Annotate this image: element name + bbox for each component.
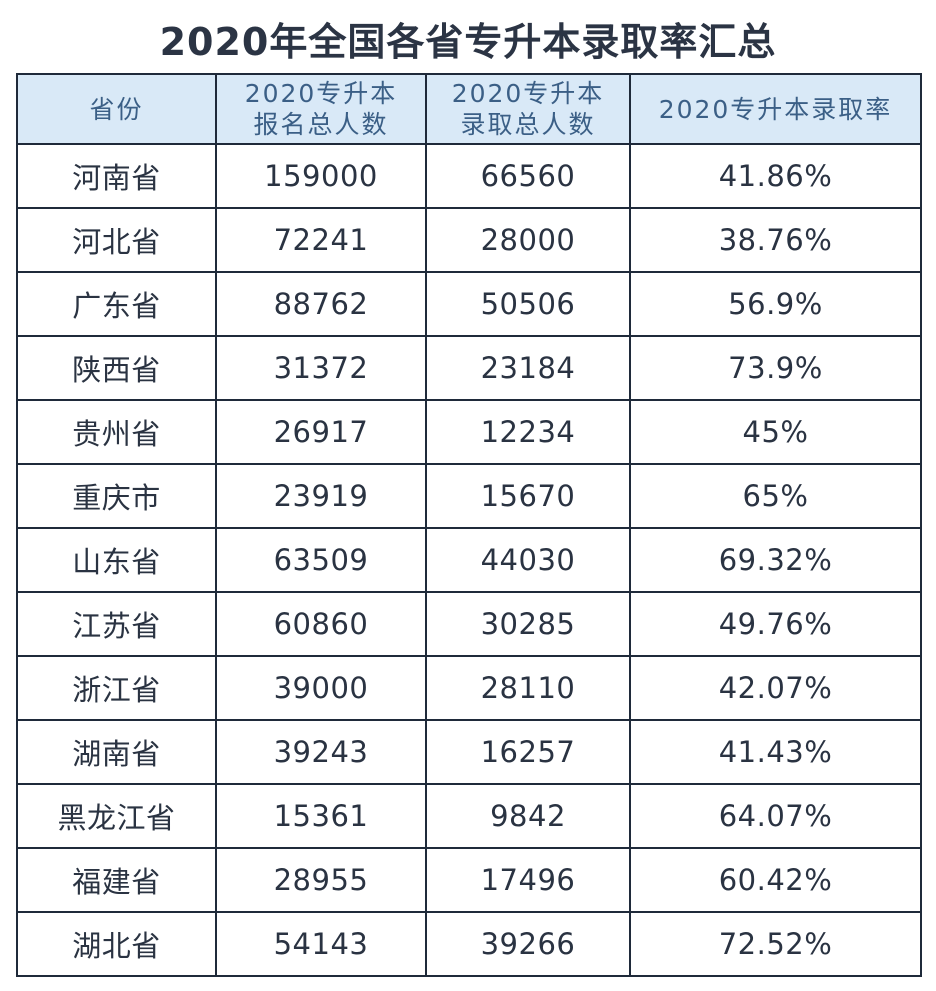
cell-province: 黑龙江省 [16, 783, 217, 849]
table-row: 贵州省 26917 12234 45% [16, 399, 922, 465]
cell-rate: 60.42% [629, 847, 922, 913]
table-header-row: 省份 2020专升本报名总人数 2020专升本录取总人数 2020专升本录取率 [16, 73, 922, 145]
cell-rate: 41.43% [629, 719, 922, 785]
header-admission-rate: 2020专升本录取率 [629, 73, 922, 145]
table-row: 浙江省 39000 28110 42.07% [16, 655, 922, 721]
cell-province: 浙江省 [16, 655, 217, 721]
table-row: 陕西省 31372 23184 73.9% [16, 335, 922, 401]
cell-province: 重庆市 [16, 463, 217, 529]
cell-rate: 73.9% [629, 335, 922, 401]
table-row: 湖南省 39243 16257 41.43% [16, 719, 922, 785]
cell-province: 河南省 [16, 143, 217, 209]
table-row: 黑龙江省 15361 9842 64.07% [16, 783, 922, 849]
header-applicants: 2020专升本报名总人数 [215, 73, 427, 145]
cell-applicants: 88762 [215, 271, 427, 337]
cell-admitted: 12234 [425, 399, 631, 465]
cell-rate: 38.76% [629, 207, 922, 273]
cell-applicants: 26917 [215, 399, 427, 465]
cell-applicants: 54143 [215, 911, 427, 977]
cell-applicants: 39000 [215, 655, 427, 721]
cell-province: 广东省 [16, 271, 217, 337]
cell-admitted: 50506 [425, 271, 631, 337]
cell-admitted: 17496 [425, 847, 631, 913]
cell-applicants: 60860 [215, 591, 427, 657]
table-row: 河北省 72241 28000 38.76% [16, 207, 922, 273]
cell-rate: 69.32% [629, 527, 922, 593]
cell-applicants: 72241 [215, 207, 427, 273]
cell-admitted: 9842 [425, 783, 631, 849]
cell-admitted: 15670 [425, 463, 631, 529]
cell-province: 河北省 [16, 207, 217, 273]
cell-province: 湖南省 [16, 719, 217, 785]
cell-applicants: 63509 [215, 527, 427, 593]
table-row: 湖北省 54143 39266 72.52% [16, 911, 922, 977]
cell-applicants: 28955 [215, 847, 427, 913]
cell-admitted: 28110 [425, 655, 631, 721]
cell-rate: 41.86% [629, 143, 922, 209]
table-row: 福建省 28955 17496 60.42% [16, 847, 922, 913]
table-row: 江苏省 60860 30285 49.76% [16, 591, 922, 657]
cell-admitted: 39266 [425, 911, 631, 977]
table-row: 重庆市 23919 15670 65% [16, 463, 922, 529]
cell-rate: 45% [629, 399, 922, 465]
cell-admitted: 30285 [425, 591, 631, 657]
cell-admitted: 66560 [425, 143, 631, 209]
cell-province: 山东省 [16, 527, 217, 593]
page-title: 2020年全国各省专升本录取率汇总 [159, 20, 777, 64]
cell-admitted: 44030 [425, 527, 631, 593]
cell-rate: 65% [629, 463, 922, 529]
cell-province: 贵州省 [16, 399, 217, 465]
cell-rate: 72.52% [629, 911, 922, 977]
cell-admitted: 16257 [425, 719, 631, 785]
cell-rate: 49.76% [629, 591, 922, 657]
cell-province: 福建省 [16, 847, 217, 913]
cell-rate: 56.9% [629, 271, 922, 337]
cell-province: 陕西省 [16, 335, 217, 401]
cell-rate: 42.07% [629, 655, 922, 721]
cell-admitted: 23184 [425, 335, 631, 401]
cell-applicants: 15361 [215, 783, 427, 849]
cell-applicants: 159000 [215, 143, 427, 209]
header-province: 省份 [16, 73, 217, 145]
table-row: 河南省 159000 66560 41.86% [16, 143, 922, 209]
cell-rate: 64.07% [629, 783, 922, 849]
admission-rate-table: 省份 2020专升本报名总人数 2020专升本录取总人数 2020专升本录取率 … [16, 73, 922, 977]
table-row: 广东省 88762 50506 56.9% [16, 271, 922, 337]
table-body: 河南省 159000 66560 41.86% 河北省 72241 28000 … [16, 143, 922, 977]
cell-province: 江苏省 [16, 591, 217, 657]
cell-province: 湖北省 [16, 911, 217, 977]
cell-applicants: 23919 [215, 463, 427, 529]
header-admitted: 2020专升本录取总人数 [425, 73, 631, 145]
cell-applicants: 31372 [215, 335, 427, 401]
cell-admitted: 28000 [425, 207, 631, 273]
table-row: 山东省 63509 44030 69.32% [16, 527, 922, 593]
cell-applicants: 39243 [215, 719, 427, 785]
